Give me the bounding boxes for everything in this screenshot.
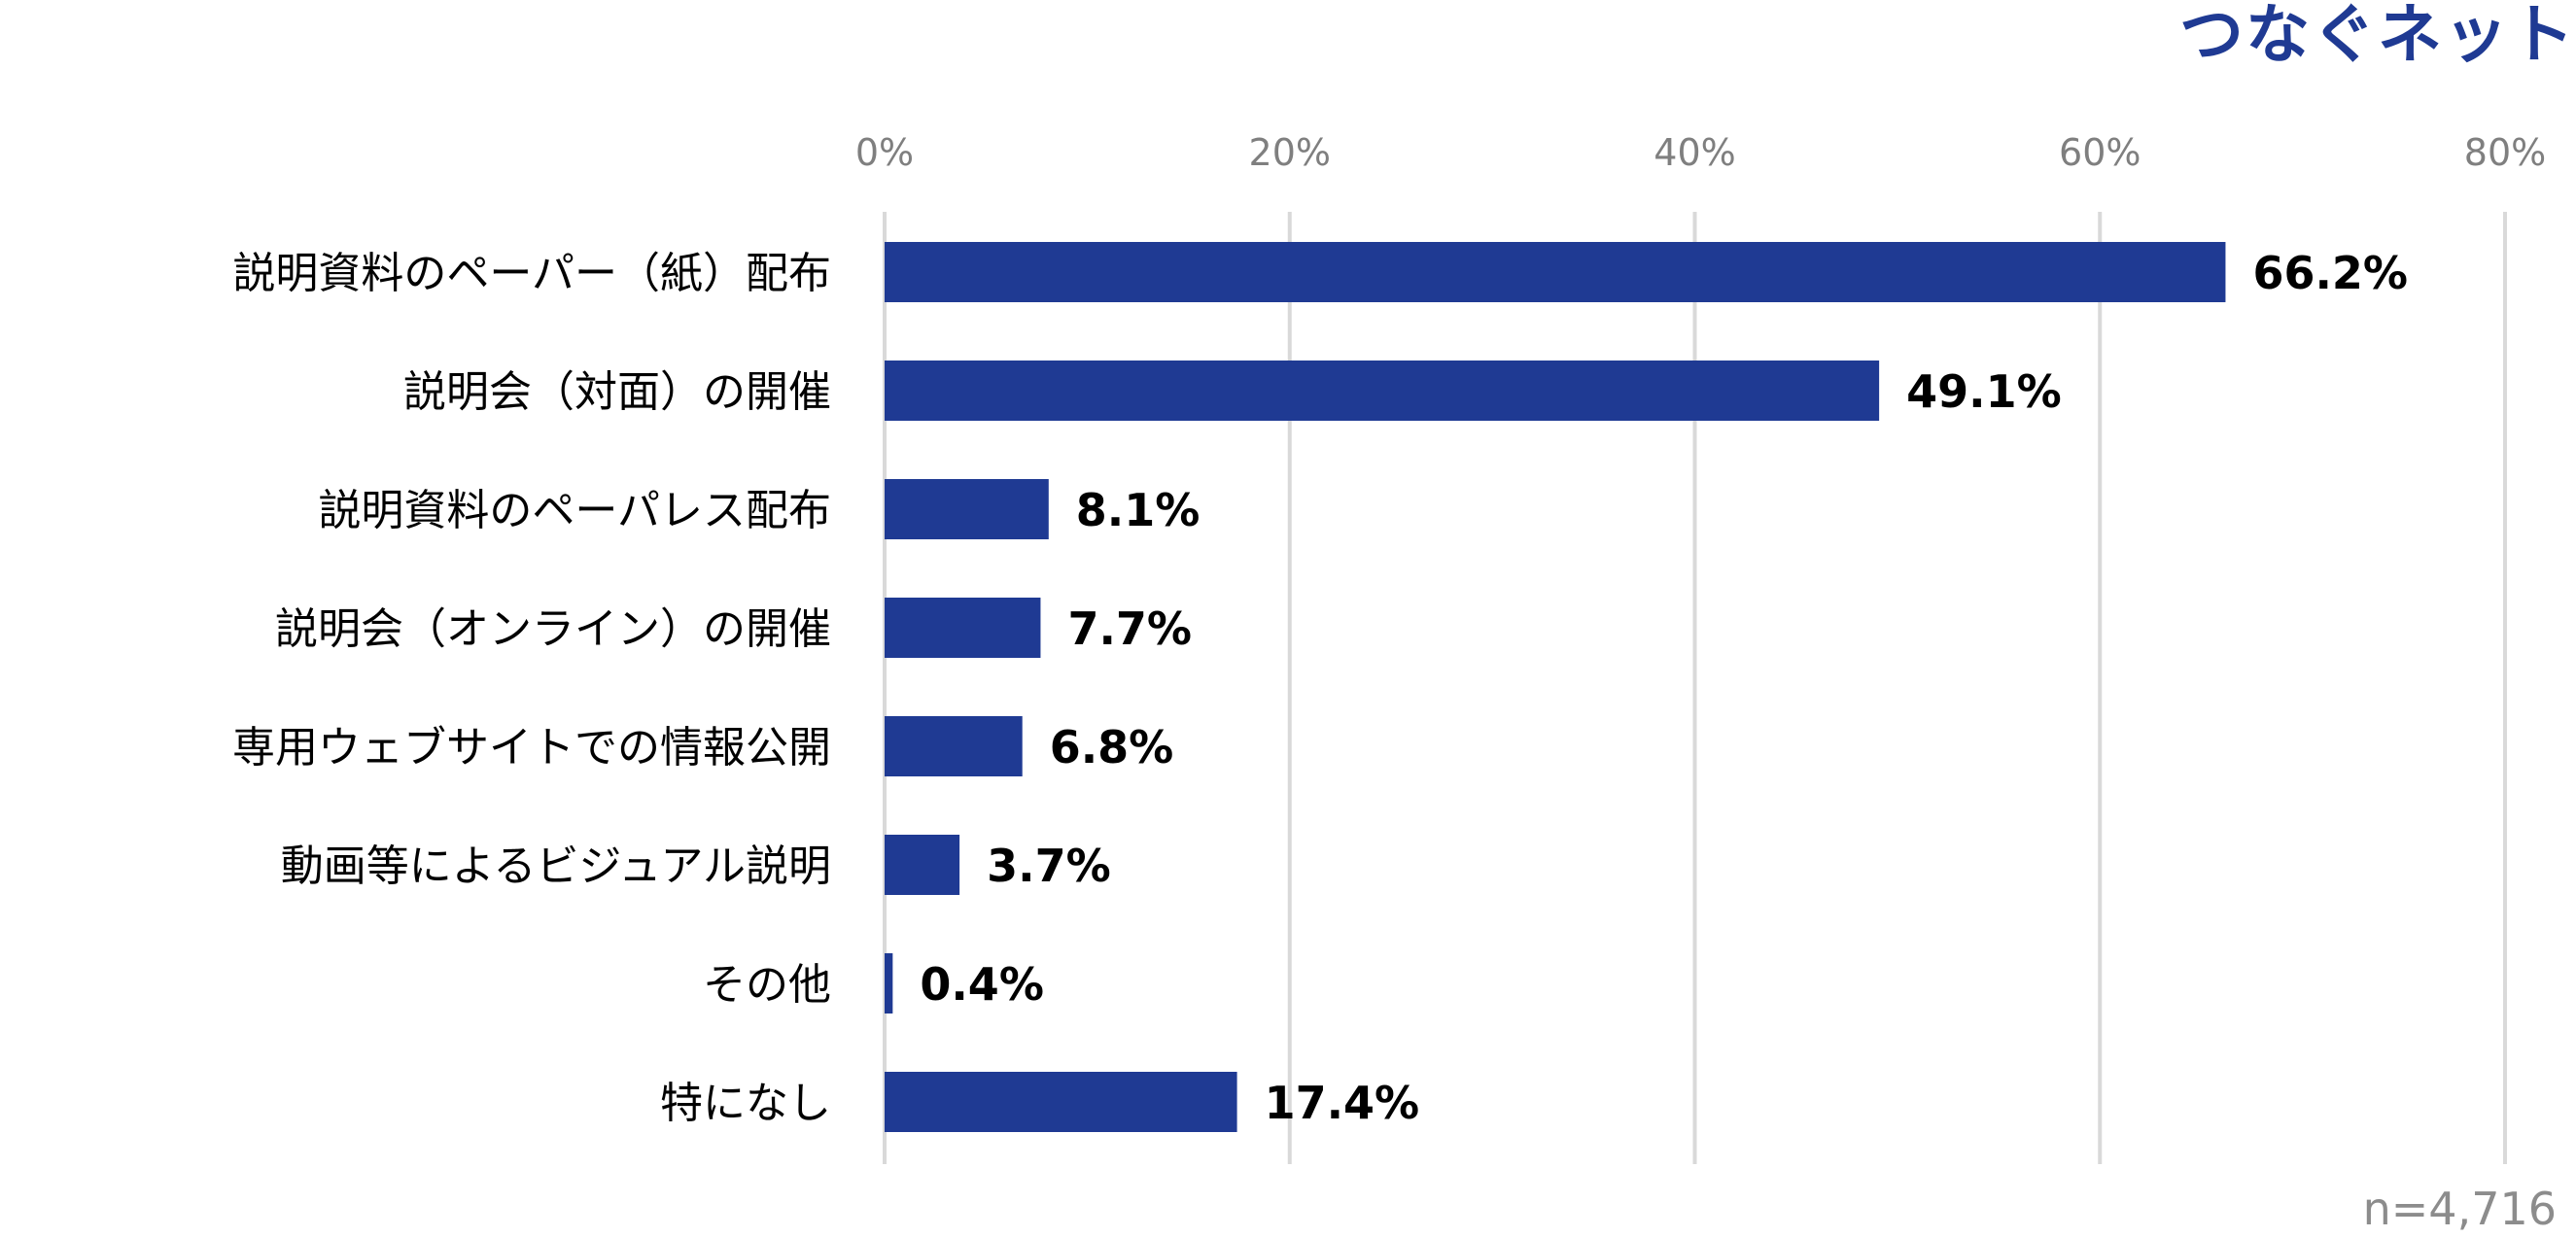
bar	[885, 1072, 1237, 1132]
bar	[885, 835, 960, 895]
brand-logo: つなぐネット	[2179, 0, 2576, 72]
category-label: 説明会（オンライン）の開催	[275, 604, 831, 654]
bar	[885, 953, 893, 1014]
value-label: 17.4%	[1265, 1077, 1420, 1129]
value-label: 6.8%	[1050, 721, 1174, 773]
category-labels: 説明資料のペーパー（紙）配布説明会（対面）の開催説明資料のペーパレス配布説明会（…	[232, 249, 831, 1128]
bar	[885, 598, 1041, 658]
x-tick-label: 60%	[2059, 131, 2141, 174]
bar	[885, 716, 1023, 776]
category-label: その他	[703, 960, 831, 1010]
bars	[885, 242, 2226, 1132]
x-tick-label: 80%	[2464, 131, 2546, 174]
value-label: 8.1%	[1076, 484, 1201, 536]
category-label: 説明資料のペーパレス配布	[318, 486, 831, 535]
value-labels: 66.2% 49.1% 8.1% 7.7% 6.8% 3.7% 0.4% 17.4%	[920, 247, 2408, 1129]
x-tick-label: 40%	[1654, 131, 1735, 174]
bar	[885, 242, 2226, 302]
value-label: 49.1%	[1906, 365, 2062, 418]
sample-size-note: n=4,716	[2362, 1183, 2557, 1235]
x-axis-ticks: 0% 20% 40% 60% 80%	[855, 131, 2546, 174]
value-label: 7.7%	[1067, 602, 1192, 655]
bar	[885, 361, 1880, 421]
category-label: 特になし	[660, 1079, 831, 1128]
category-label: 説明資料のペーパー（紙）配布	[232, 249, 831, 298]
value-label: 0.4%	[920, 958, 1044, 1011]
category-label: 専用ウェブサイトでの情報公開	[232, 723, 831, 773]
category-label: 説明会（対面）の開催	[403, 367, 831, 417]
value-label: 66.2%	[2252, 247, 2408, 299]
value-label: 3.7%	[987, 840, 1111, 892]
category-label: 動画等によるビジュアル説明	[281, 842, 831, 891]
x-tick-label: 0%	[855, 131, 914, 174]
gridlines	[883, 212, 2507, 1164]
bar	[885, 479, 1049, 539]
x-tick-label: 20%	[1249, 131, 1331, 174]
